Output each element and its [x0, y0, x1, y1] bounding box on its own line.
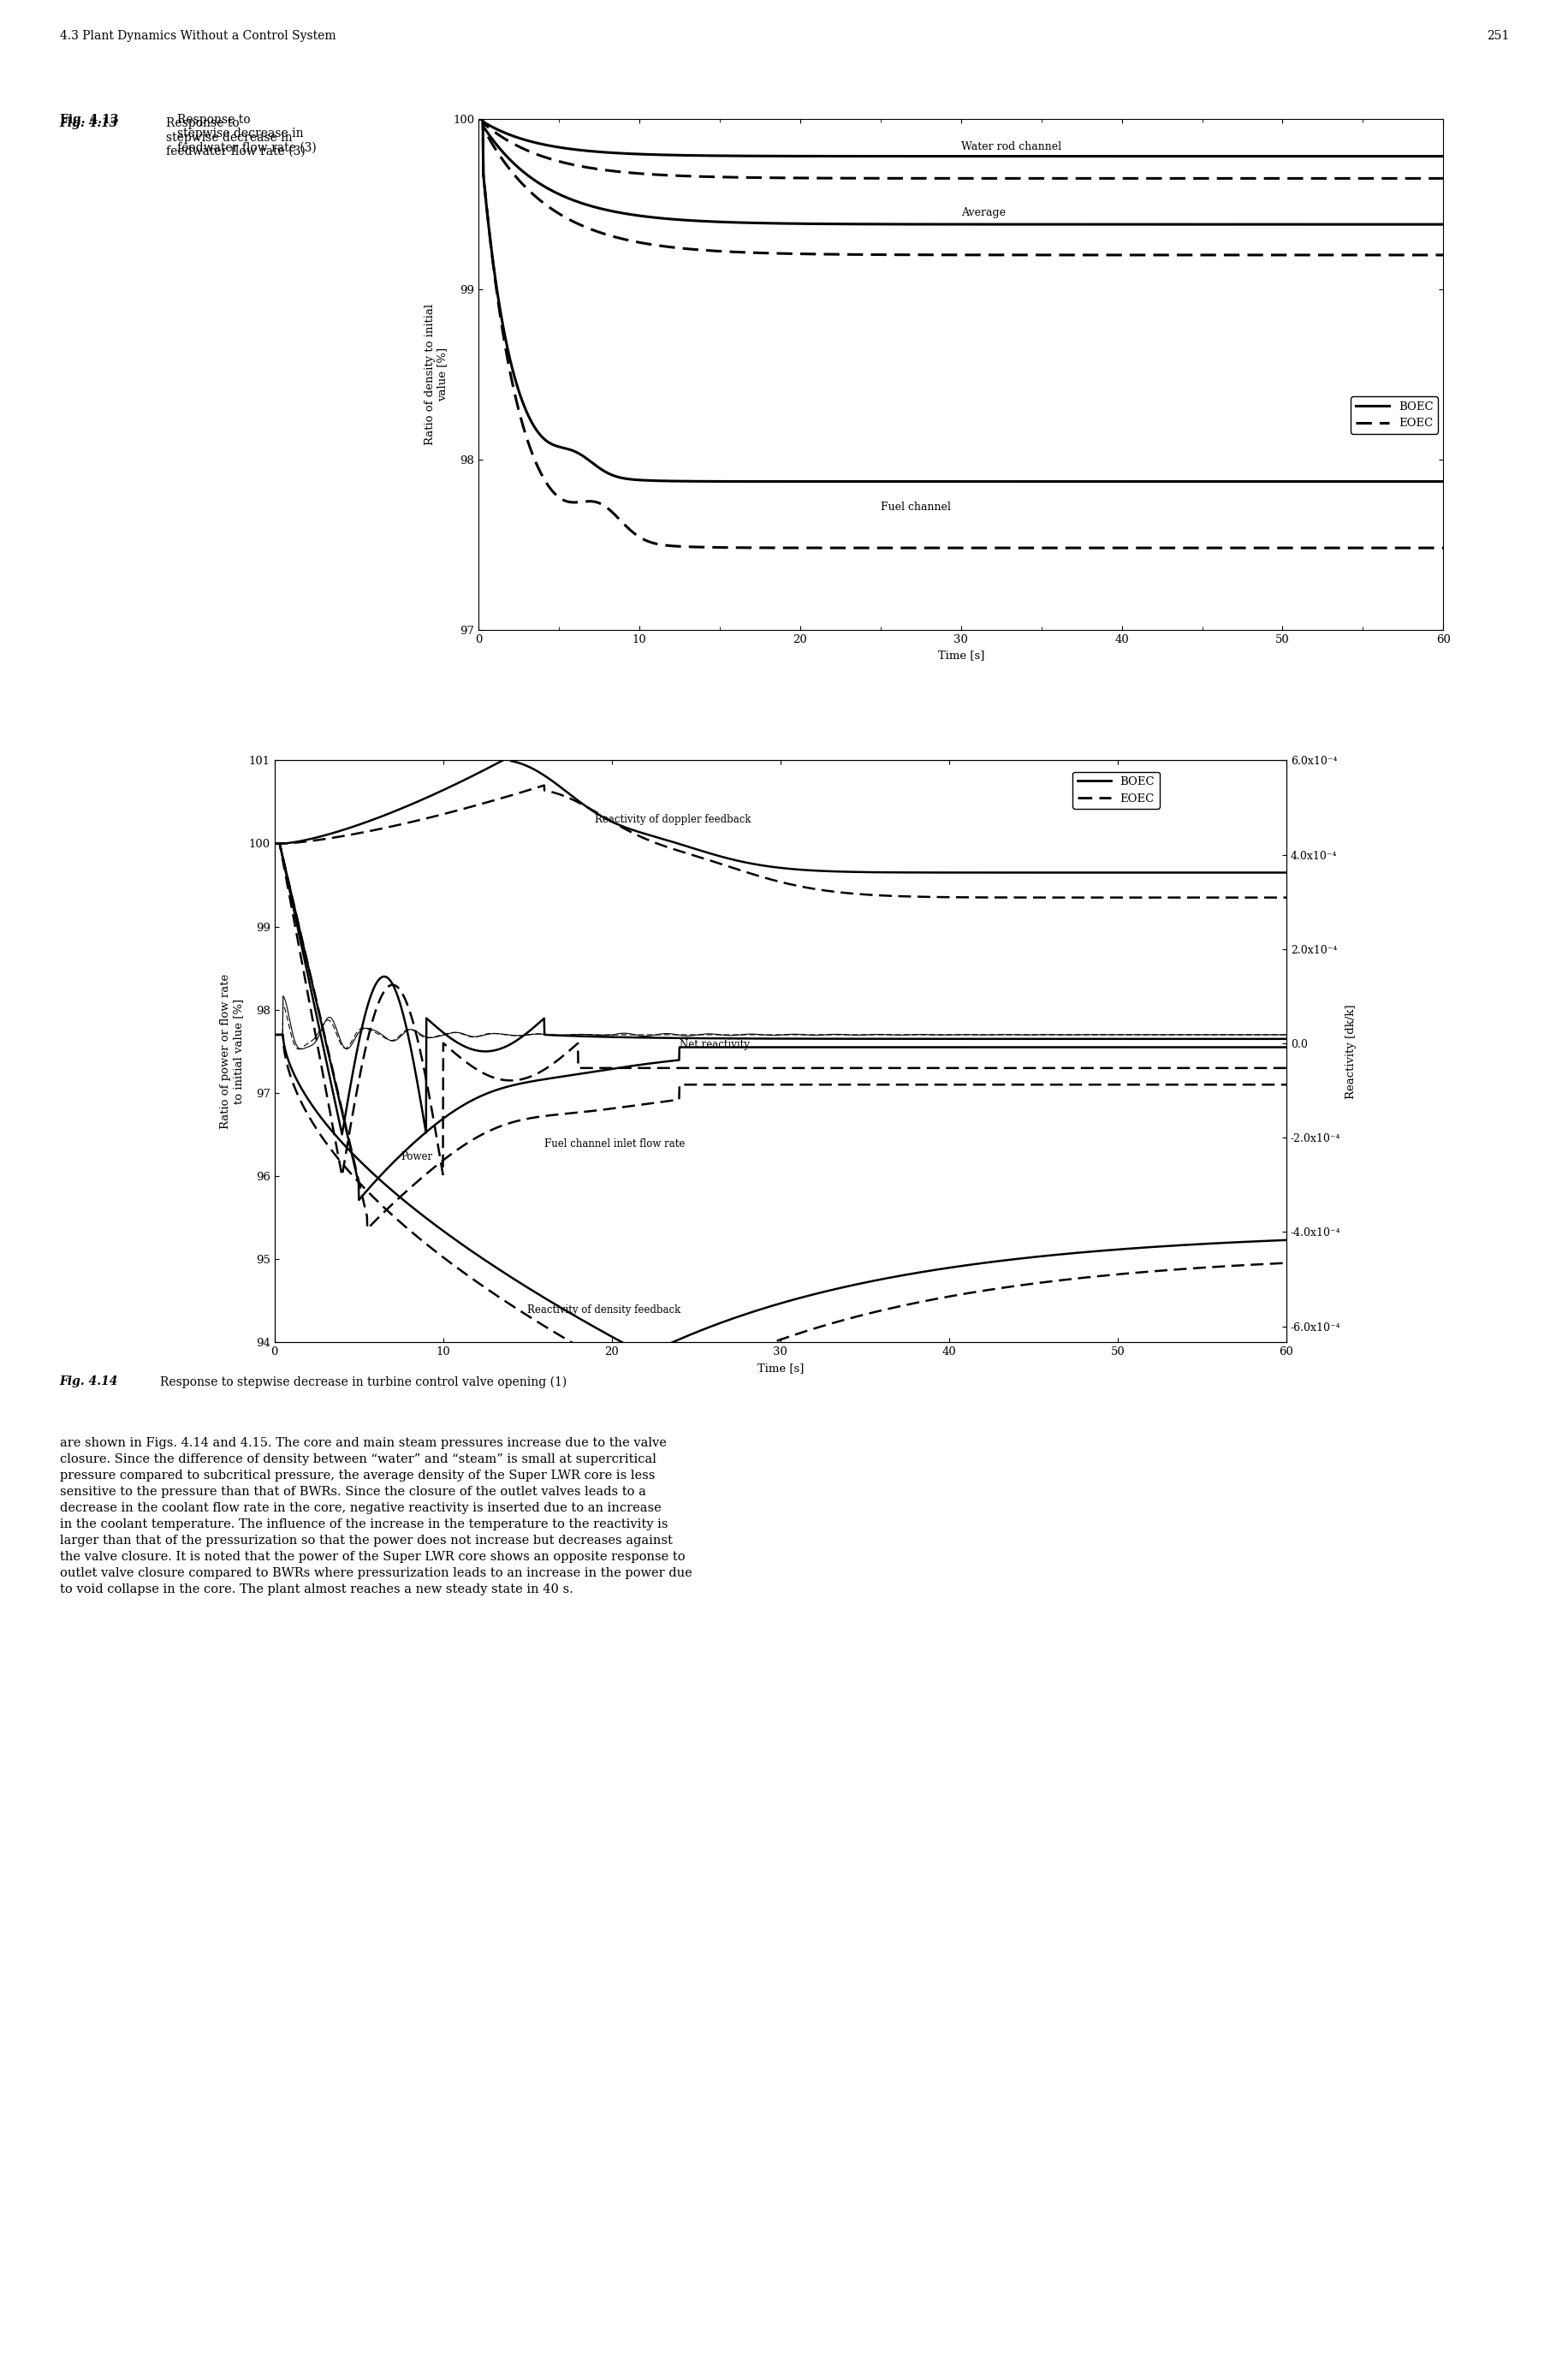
Text: Net reactivity: Net reactivity [679, 1038, 750, 1050]
Text: Response to stepwise decrease in turbine control valve opening (1): Response to stepwise decrease in turbine… [160, 1376, 566, 1388]
Text: Average: Average [960, 207, 1005, 219]
Text: Response to
stepwise decrease in
feedwater flow rate (3): Response to stepwise decrease in feedwat… [177, 114, 317, 154]
Text: Water rod channel: Water rod channel [960, 140, 1060, 152]
X-axis label: Time [s]: Time [s] [938, 649, 983, 661]
Text: Fig. 4.14: Fig. 4.14 [60, 1376, 122, 1388]
Y-axis label: Ratio of power or flow rate
to initial value [%]: Ratio of power or flow rate to initial v… [220, 974, 245, 1129]
Text: Power: Power [401, 1150, 433, 1162]
Text: Fuel channel inlet flow rate: Fuel channel inlet flow rate [544, 1138, 685, 1150]
Y-axis label: Ratio of density to initial
value [%]: Ratio of density to initial value [%] [423, 304, 448, 444]
Y-axis label: Reactivity [dk/k]: Reactivity [dk/k] [1345, 1005, 1356, 1098]
Text: Fuel channel: Fuel channel [880, 501, 950, 513]
Legend: BOEC, EOEC: BOEC, EOEC [1350, 397, 1436, 432]
Text: Fig. 4.13: Fig. 4.13 [60, 116, 122, 131]
Legend: BOEC, EOEC: BOEC, EOEC [1073, 772, 1159, 808]
Text: Reactivity of doppler feedback: Reactivity of doppler feedback [594, 815, 751, 824]
Text: Fig. 4.13: Fig. 4.13 [60, 114, 118, 126]
X-axis label: Time [s]: Time [s] [757, 1361, 803, 1373]
Text: Response to
stepwise decrease in
feedwater flow rate (3): Response to stepwise decrease in feedwat… [166, 116, 306, 157]
Text: 4.3 Plant Dynamics Without a Control System: 4.3 Plant Dynamics Without a Control Sys… [60, 29, 336, 43]
Text: 251: 251 [1486, 29, 1508, 43]
Text: Reactivity of density feedback: Reactivity of density feedback [527, 1304, 681, 1316]
Text: are shown in Figs. 4.14 and 4.15. The core and main steam pressures increase due: are shown in Figs. 4.14 and 4.15. The co… [60, 1437, 691, 1594]
